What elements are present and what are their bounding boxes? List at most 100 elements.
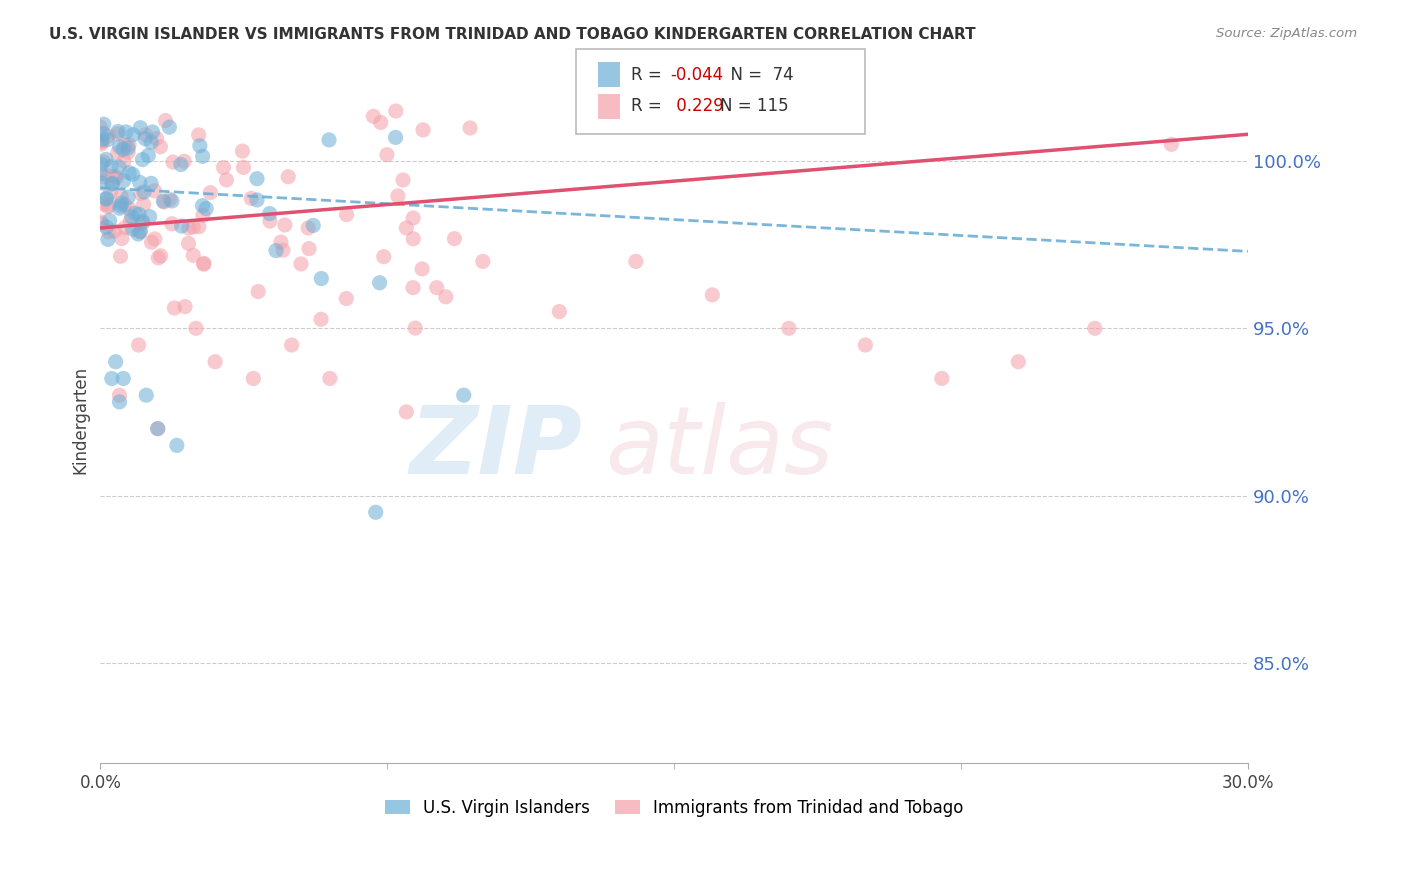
Point [108,160,131,174]
Point [97,225,120,239]
Point [215,173,238,187]
Point [107,124,129,138]
Point [96,191,118,205]
Point [139,177,162,191]
Point [146,422,169,436]
Point [159,192,181,206]
Point [318,133,340,147]
Text: ZIP: ZIP [409,401,582,493]
Point [363,109,385,123]
Point [853,338,876,352]
Point [702,288,724,302]
Point [90,215,112,229]
Point [112,143,135,157]
Point [148,251,170,265]
Point [402,211,425,225]
Point [157,120,180,135]
Point [115,125,138,139]
Point [90,134,112,148]
Point [191,199,214,213]
Point [90,157,112,171]
Point [311,271,333,285]
Point [232,161,254,175]
Point [108,395,131,409]
Point [373,250,395,264]
Point [453,388,475,402]
Point [141,136,163,150]
Point [128,175,150,189]
Text: 0.229: 0.229 [671,97,724,115]
Point [132,185,155,199]
Point [246,193,269,207]
Point [163,301,186,315]
Point [121,167,143,181]
Point [112,153,135,168]
Point [297,221,319,235]
Point [96,133,118,147]
Point [335,208,357,222]
Point [443,232,465,246]
Point [778,321,800,335]
Point [188,138,211,153]
Point [101,177,124,191]
Point [97,200,120,214]
Point [97,129,120,144]
Point [166,438,188,452]
Point [364,505,387,519]
Point [200,186,222,200]
Point [170,219,193,233]
Point [121,210,143,224]
Point [138,210,160,224]
Point [146,422,169,436]
Point [122,128,145,142]
Point [128,338,150,352]
Point [107,145,129,160]
Point [434,290,457,304]
Point [90,167,112,181]
Point [117,141,139,155]
Point [145,131,167,145]
Point [118,137,141,152]
Point [97,232,120,246]
Point [1160,137,1182,152]
Point [290,257,312,271]
Text: R =: R = [631,66,668,84]
Point [395,221,418,235]
Point [93,169,115,184]
Point [471,254,494,268]
Point [131,153,153,167]
Point [141,235,163,250]
Point [98,198,121,212]
Point [103,224,125,238]
Point [91,197,114,211]
Point [155,113,177,128]
Point [131,214,153,228]
Point [375,147,398,161]
Point [153,194,176,209]
Point [101,177,124,191]
Point [107,127,129,141]
Point [177,221,200,235]
Point [132,197,155,211]
Point [96,219,118,234]
Text: N =  74: N = 74 [720,66,793,84]
Point [90,176,112,190]
Point [108,201,131,215]
Point [143,184,166,198]
Point [135,388,157,402]
Point [402,281,425,295]
Point [458,120,481,135]
Point [548,304,571,318]
Point [112,371,135,385]
Point [173,154,195,169]
Point [195,202,218,216]
Point [277,169,299,184]
Point [110,249,132,263]
Point [117,145,139,160]
Point [1084,321,1107,335]
Point [127,227,149,241]
Point [118,166,141,180]
Point [160,217,183,231]
Point [108,139,131,153]
Point [184,321,207,335]
